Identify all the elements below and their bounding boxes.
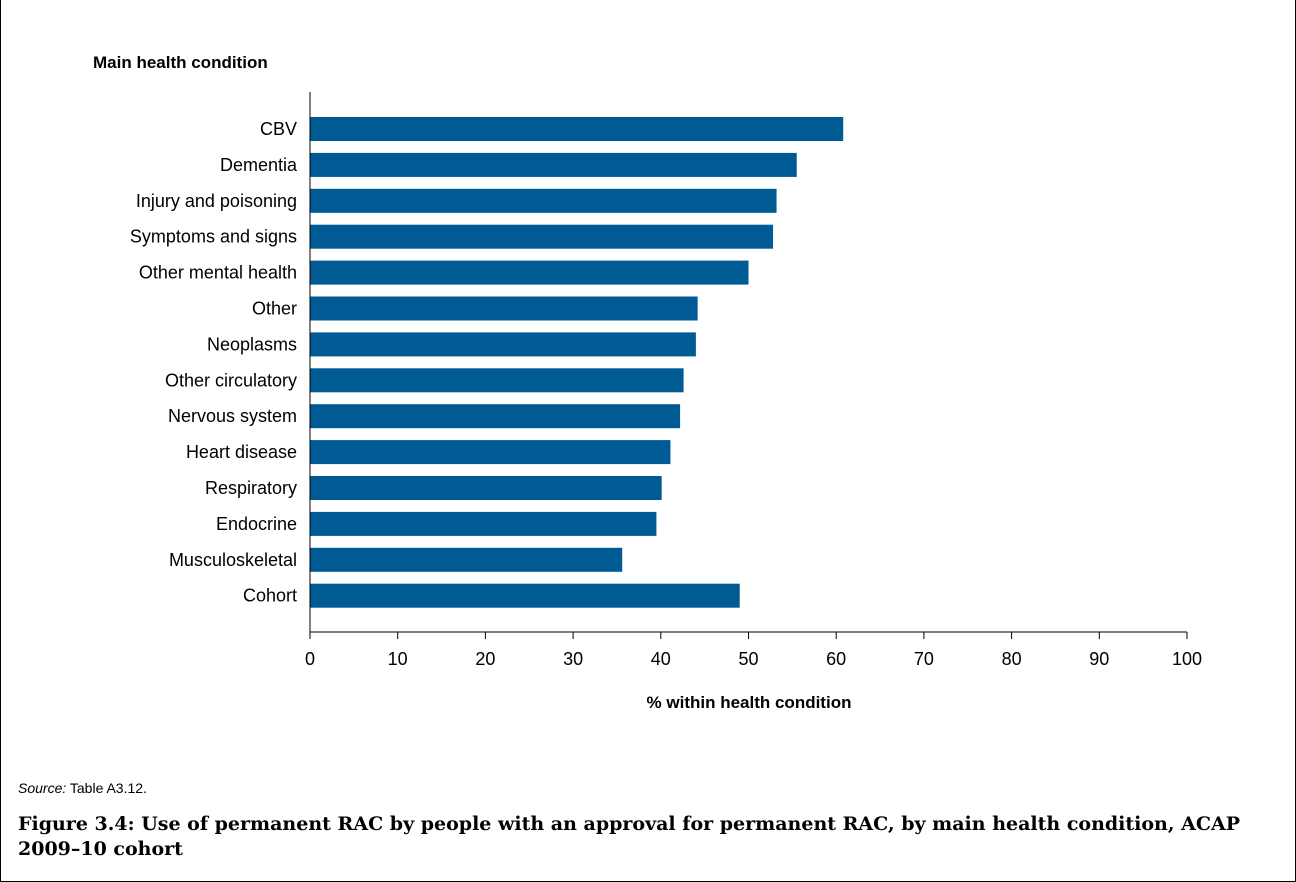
x-tick-label: 50	[738, 649, 758, 669]
bar	[310, 511, 657, 536]
category-labels-group: CBV Dementia Injury and poisoning Symptoms …	[130, 119, 298, 606]
category-label: Neoplasms	[207, 334, 297, 354]
y-axis-title: Main health condition	[93, 53, 268, 72]
bar-chart: Main health condition CBV Dementia Injury …	[93, 53, 1202, 712]
x-tick-label: 40	[651, 649, 671, 669]
bar	[310, 404, 681, 429]
bars-group	[310, 117, 844, 608]
category-label: Nervous system	[168, 406, 297, 426]
category-label: Heart disease	[186, 442, 297, 462]
category-label: Injury and poisoning	[136, 191, 297, 211]
bar	[310, 117, 844, 141]
bar	[310, 152, 797, 177]
x-tick-label: 0	[305, 649, 315, 669]
x-tick-label: 30	[563, 649, 583, 669]
category-label: Other	[252, 299, 297, 319]
bar	[310, 547, 623, 572]
bar	[310, 260, 749, 285]
x-axis-title: % within health condition	[647, 693, 852, 712]
bar	[310, 583, 740, 608]
category-label: Other circulatory	[165, 370, 297, 390]
x-tick-label: 20	[475, 649, 495, 669]
bar	[310, 368, 684, 393]
x-tick-label: 70	[914, 649, 934, 669]
category-label: Other mental health	[139, 263, 297, 283]
category-label: Cohort	[243, 586, 297, 606]
source-label: Source:	[18, 780, 67, 796]
category-label: Endocrine	[216, 514, 297, 534]
bar	[310, 332, 696, 357]
category-label: CBV	[260, 119, 297, 139]
category-label: Symptoms and signs	[130, 227, 297, 247]
bar	[310, 188, 777, 213]
category-label: Musculoskeletal	[169, 550, 297, 570]
x-tick-label: 60	[826, 649, 846, 669]
x-tick-label: 80	[1002, 649, 1022, 669]
category-label: Dementia	[220, 155, 298, 175]
bar	[310, 296, 698, 321]
bar	[310, 224, 774, 249]
bar	[310, 440, 671, 465]
bar	[310, 476, 662, 500]
category-label: Respiratory	[205, 478, 297, 498]
source-note: Source: Table A3.12.	[18, 780, 147, 796]
figure-caption: Figure 3.4: Use of permanent RAC by peop…	[18, 813, 1240, 860]
x-ticks-group: 0 10 20 30 40 50 60 70 80 90 100	[305, 632, 1202, 669]
x-tick-label: 90	[1089, 649, 1109, 669]
source-text: Table A3.12.	[66, 780, 147, 796]
x-tick-label: 10	[388, 649, 408, 669]
x-tick-label: 100	[1172, 649, 1202, 669]
